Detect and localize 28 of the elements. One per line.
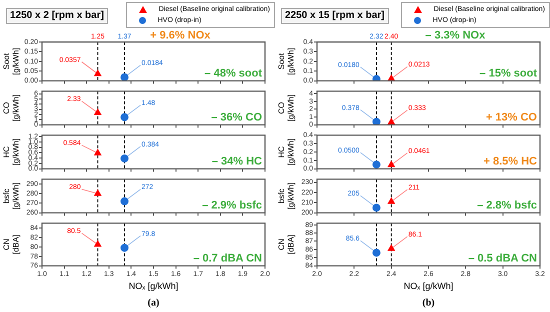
chart-title: 1250 x 2 [rpm x bar] xyxy=(6,8,108,24)
y-axis-title: CO [g/kWh] xyxy=(277,94,296,122)
annotation: – 36% CO xyxy=(211,111,262,124)
annotation: – 0.5 dBA CN xyxy=(468,252,538,264)
y-axis-title: CN [dBA] xyxy=(277,234,296,254)
annotation: + 8.5% HC xyxy=(484,155,538,168)
annotation: – 2.9% bsfc xyxy=(202,199,262,212)
chart-subtitle: + 9.6% NOx xyxy=(150,30,212,42)
annotation: – 34% HC xyxy=(212,155,262,168)
y-axis-title: CO [g/kWh] xyxy=(2,94,21,122)
annotation: – 15% soot xyxy=(480,67,538,80)
y-axis-title: HC [g/kWh] xyxy=(277,138,296,166)
annotation: – 48% soot xyxy=(204,67,262,80)
annotation: – 0.7 dBA CN xyxy=(193,252,262,264)
y-axis-title: CN [dBA] xyxy=(2,234,21,254)
x-axis-title: NOₓ [g/kWh] xyxy=(128,281,178,292)
text: (a) xyxy=(148,298,160,309)
y-axis-title: Soot [g/kWh] xyxy=(2,48,21,75)
annotation: – 2.8% bsfc xyxy=(477,199,537,212)
text: (b) xyxy=(422,298,435,309)
y-axis-title: Soot [g/kWh] xyxy=(277,48,296,75)
chart-title: 2250 x 15 [rpm x bar] xyxy=(281,8,388,24)
x-axis-title: NOₓ [g/kWh] xyxy=(404,281,454,292)
y-axis-title: bsfc [g/kWh] xyxy=(2,182,21,210)
y-axis-title: HC [g/kWh] xyxy=(2,138,21,166)
y-axis-title: bsfc [g/kWh] xyxy=(277,182,296,210)
chart-subtitle: – 3.3% NOx xyxy=(425,30,486,42)
annotation: + 13% CO xyxy=(486,111,538,124)
